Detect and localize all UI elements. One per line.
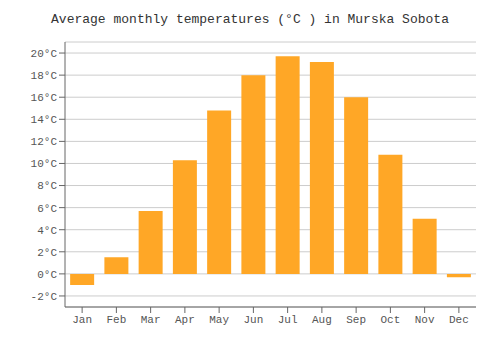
svg-text:14°C: 14°C xyxy=(31,114,58,126)
svg-text:Oct: Oct xyxy=(380,314,400,326)
svg-text:Sep: Sep xyxy=(346,314,366,326)
svg-text:12°C: 12°C xyxy=(31,136,58,148)
svg-text:Apr: Apr xyxy=(175,314,195,326)
svg-text:Jun: Jun xyxy=(243,314,263,326)
svg-text:Feb: Feb xyxy=(106,314,126,326)
svg-text:10°C: 10°C xyxy=(31,158,58,170)
svg-text:May: May xyxy=(209,314,229,326)
svg-text:0°C: 0°C xyxy=(37,269,57,281)
svg-text:20°C: 20°C xyxy=(31,48,58,60)
html-text:Average monthly temperatures (: Average monthly temperatures (°C ) in Mu… xyxy=(51,12,449,27)
svg-text:16°C: 16°C xyxy=(31,92,58,104)
svg-text:Jul: Jul xyxy=(278,314,298,326)
svg-text:Aug: Aug xyxy=(312,314,332,326)
svg-text:18°C: 18°C xyxy=(31,70,58,82)
svg-text:Mar: Mar xyxy=(141,314,161,326)
svg-text:Nov: Nov xyxy=(415,314,435,326)
svg-text:Jan: Jan xyxy=(72,314,92,326)
svg-text:4°C: 4°C xyxy=(37,225,57,237)
svg-text:6°C: 6°C xyxy=(37,203,57,215)
svg-text:8°C: 8°C xyxy=(37,180,57,192)
svg-text:-2°C: -2°C xyxy=(31,291,58,303)
svg-text:2°C: 2°C xyxy=(37,247,57,259)
svg-text:Dec: Dec xyxy=(449,314,469,326)
